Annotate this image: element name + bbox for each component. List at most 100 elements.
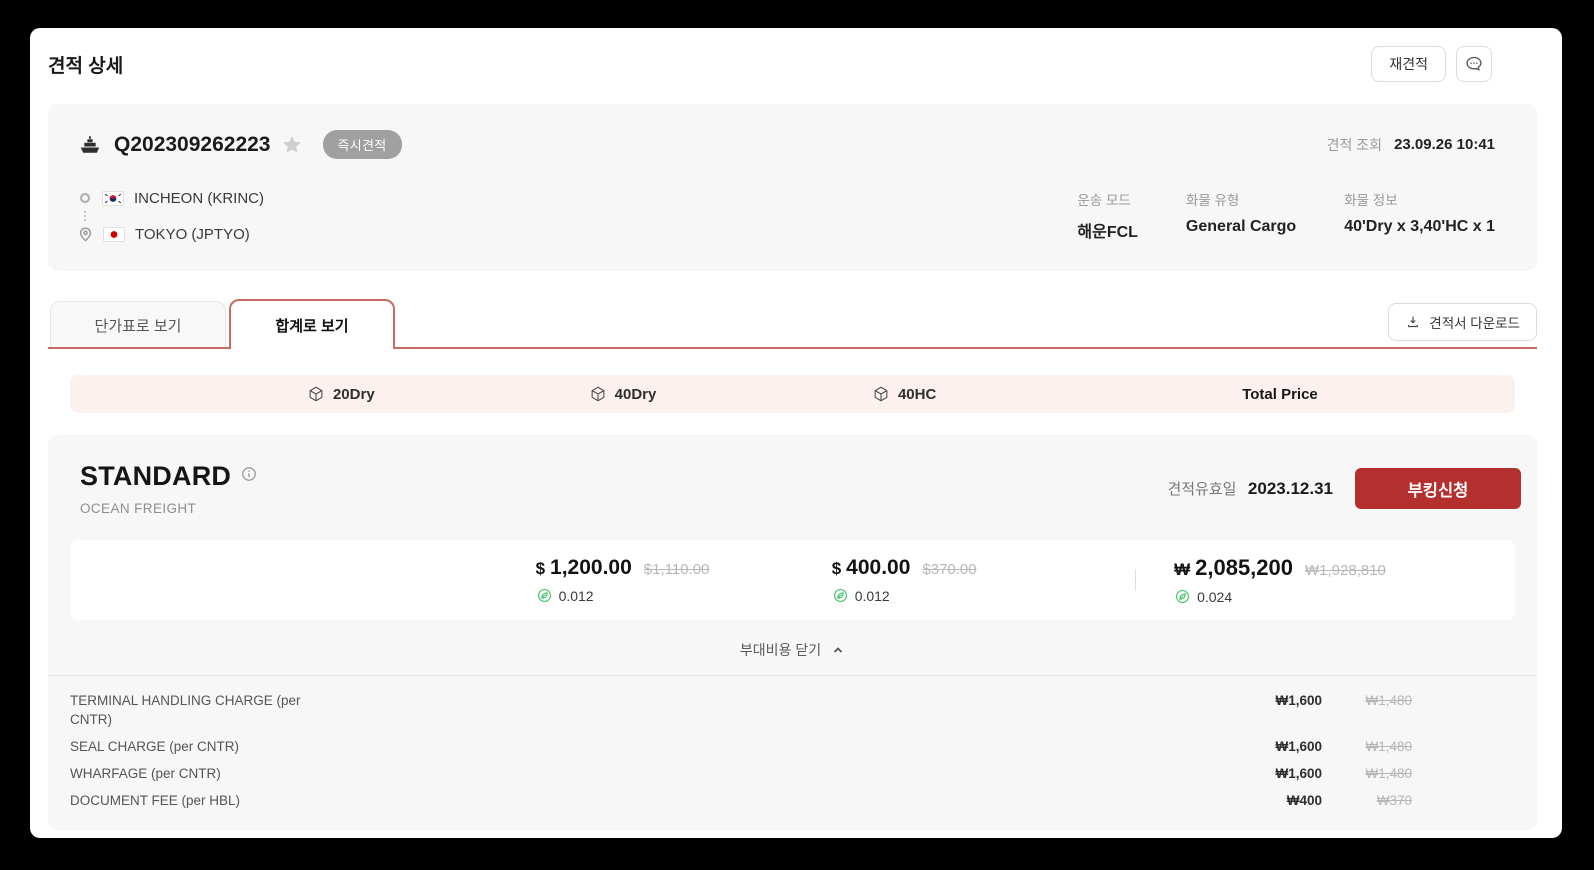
price-total: ₩ 2,085,200 ₩1,928,810 <box>1045 555 1515 605</box>
table-row: DOCUMENT FEE (per HBL) ₩400 ₩370 <box>70 788 1412 815</box>
shipment-attributes: 운송 모드 해운FCL 화물 유형 General Cargo 화물 정보 40… <box>1077 187 1495 242</box>
currency-symbol: ₩ <box>1174 560 1191 579</box>
map-pin-icon <box>78 226 93 242</box>
plan-title-block: STANDARD OCEAN FREIGHT <box>80 461 258 516</box>
attr-value: 해운FCL <box>1077 224 1138 241</box>
quote-summary-card: Q202309262223 즉시견적 견적 조회 23.09.26 10:41 <box>48 104 1537 271</box>
lookup-label: 견적 조회 <box>1326 136 1383 153</box>
leaf-circle-icon <box>832 587 849 604</box>
favorite-star-icon[interactable] <box>281 134 303 156</box>
original-price: $370.00 <box>922 561 977 578</box>
header-actions: 재견적 <box>1371 46 1492 82</box>
lookup-info: 견적 조회 23.09.26 10:41 <box>1327 135 1495 155</box>
charge-name: WHARFAGE (per CNTR) <box>70 765 221 781</box>
plan-header: STANDARD OCEAN FREIGHT 견적유효일 2023.12 <box>48 435 1537 516</box>
route-block: INCHEON (KRINC) <box>78 187 264 245</box>
plan-subtitle: OCEAN FREIGHT <box>80 501 197 516</box>
col-label: 20Dry <box>332 385 375 403</box>
charge-current: ₩1,600 <box>1275 738 1322 754</box>
emission-value: 0.012 <box>558 587 594 604</box>
price-40dry: $ 1,200.00 $1,110.00 <box>482 556 764 604</box>
container-columns-header: 20Dry 40Dry 40HC Total Price <box>70 375 1515 413</box>
tab-unit-price-view[interactable]: 단가표로 보기 <box>50 301 226 349</box>
price-row: $ 1,200.00 $1,110.00 <box>70 540 1515 620</box>
page-header: 견적 상세 재견적 <box>30 28 1562 82</box>
lookup-datetime: 23.09.26 10:41 <box>1394 136 1495 153</box>
tab-total-view[interactable]: 합계로 보기 <box>229 299 395 349</box>
col-label: 40Dry <box>614 385 657 403</box>
plan-header-right: 견적유효일 2023.12.31 부킹신청 <box>1167 468 1521 509</box>
original-price: $1,110.00 <box>643 561 710 578</box>
charge-original: ₩1,480 <box>1365 738 1412 754</box>
surcharge-table: TERMINAL HANDLING CHARGE (per CNTR) ₩1,6… <box>48 676 1537 816</box>
charge-original: ₩1,480 <box>1365 693 1412 708</box>
validity-date: 2023.12.31 <box>1247 479 1333 498</box>
page-title: 견적 상세 <box>48 55 124 77</box>
price-40hc: $ 400.00 $370.00 <box>763 556 1045 604</box>
surcharges-toggle-label: 부대비용 닫기 <box>739 642 822 658</box>
route-origin: INCHEON (KRINC) <box>78 187 264 209</box>
currency-symbol: $ <box>831 559 842 578</box>
charge-original: ₩1,480 <box>1365 765 1412 781</box>
col-40dry: 40Dry <box>482 385 764 403</box>
col-20dry: 20Dry <box>200 385 482 403</box>
requote-button[interactable]: 재견적 <box>1371 46 1446 82</box>
emission-value: 0.024 <box>1197 588 1233 605</box>
charge-name: SEAL CHARGE (per CNTR) <box>70 738 240 754</box>
origin-circle-icon <box>78 191 92 205</box>
validity-block: 견적유효일 2023.12.31 <box>1167 478 1333 499</box>
charge-current: ₩1,600 <box>1275 765 1322 781</box>
quote-detail-row: INCHEON (KRINC) <box>78 187 1495 245</box>
divider <box>48 675 1537 676</box>
container-cube-icon <box>589 385 607 403</box>
charge-name: TERMINAL HANDLING CHARGE (per CNTR) <box>70 693 301 727</box>
tab-underline <box>48 347 1537 349</box>
flag-japan <box>103 226 125 242</box>
route-connector <box>84 211 86 221</box>
attr-cargo-info: 화물 정보 40'Dry x 3,40'HC x 1 <box>1344 189 1495 242</box>
original-price: ₩1,928,810 <box>1305 562 1386 579</box>
attr-value: General Cargo <box>1185 218 1297 235</box>
chevron-up-icon <box>831 643 845 657</box>
table-row: SEAL CHARGE (per CNTR) ₩1,600 ₩1,480 <box>70 734 1412 761</box>
surcharges-toggle[interactable]: 부대비용 닫기 <box>48 637 1537 663</box>
table-row: TERMINAL HANDLING CHARGE (per CNTR) ₩1,6… <box>70 688 1412 734</box>
charge-original: ₩370 <box>1376 792 1412 808</box>
attr-label: 운송 모드 <box>1077 193 1131 208</box>
instant-quote-badge: 즉시견적 <box>322 130 402 159</box>
destination-port-name: TOKYO (JPTYO) <box>135 225 250 243</box>
booking-request-button[interactable]: 부킹신청 <box>1355 468 1521 509</box>
current-price: 400.00 <box>846 556 911 579</box>
route-destination: TOKYO (JPTYO) <box>78 223 264 245</box>
attr-cargo-type: 화물 유형 General Cargo <box>1186 189 1296 242</box>
leaf-circle-icon <box>1174 588 1191 605</box>
current-price: 1,200.00 <box>550 556 632 579</box>
ship-icon <box>78 133 102 157</box>
info-circle-icon[interactable] <box>240 465 258 483</box>
charge-current: ₩1,600 <box>1275 693 1322 708</box>
container-cube-icon <box>307 385 325 403</box>
attr-label: 화물 유형 <box>1185 193 1240 208</box>
plan-name: STANDARD <box>80 461 232 491</box>
origin-port-name: INCHEON (KRINC) <box>134 189 264 207</box>
emission-value: 0.012 <box>854 587 890 604</box>
col-40hc: 40HC <box>763 385 1045 403</box>
flag-korea <box>102 190 124 206</box>
chat-bubble-ellipsis-icon <box>1464 54 1484 74</box>
table-row: WHARFAGE (per CNTR) ₩1,600 ₩1,480 <box>70 761 1412 788</box>
content-card: 견적 상세 재견적 <box>30 28 1562 838</box>
validity-label: 견적유효일 <box>1167 481 1237 498</box>
quote-id-row: Q202309262223 즉시견적 견적 조회 23.09.26 10:41 <box>78 130 1495 159</box>
download-quote-button[interactable]: 견적서 다운로드 <box>1388 303 1537 341</box>
download-label: 견적서 다운로드 <box>1429 316 1520 331</box>
charge-name: DOCUMENT FEE (per HBL) <box>70 792 241 808</box>
charge-current: ₩400 <box>1286 792 1322 808</box>
attr-value: 40'Dry x 3,40'HC x 1 <box>1344 218 1495 235</box>
quote-id: Q202309262223 <box>114 132 271 156</box>
col-total-price: Total Price <box>1242 385 1318 403</box>
currency-symbol: $ <box>535 559 546 578</box>
chat-button[interactable] <box>1456 46 1492 82</box>
current-price: 2,085,200 <box>1195 555 1293 580</box>
view-tabs: 단가표로 보기 합계로 보기 견적서 다운로드 <box>48 299 1537 349</box>
